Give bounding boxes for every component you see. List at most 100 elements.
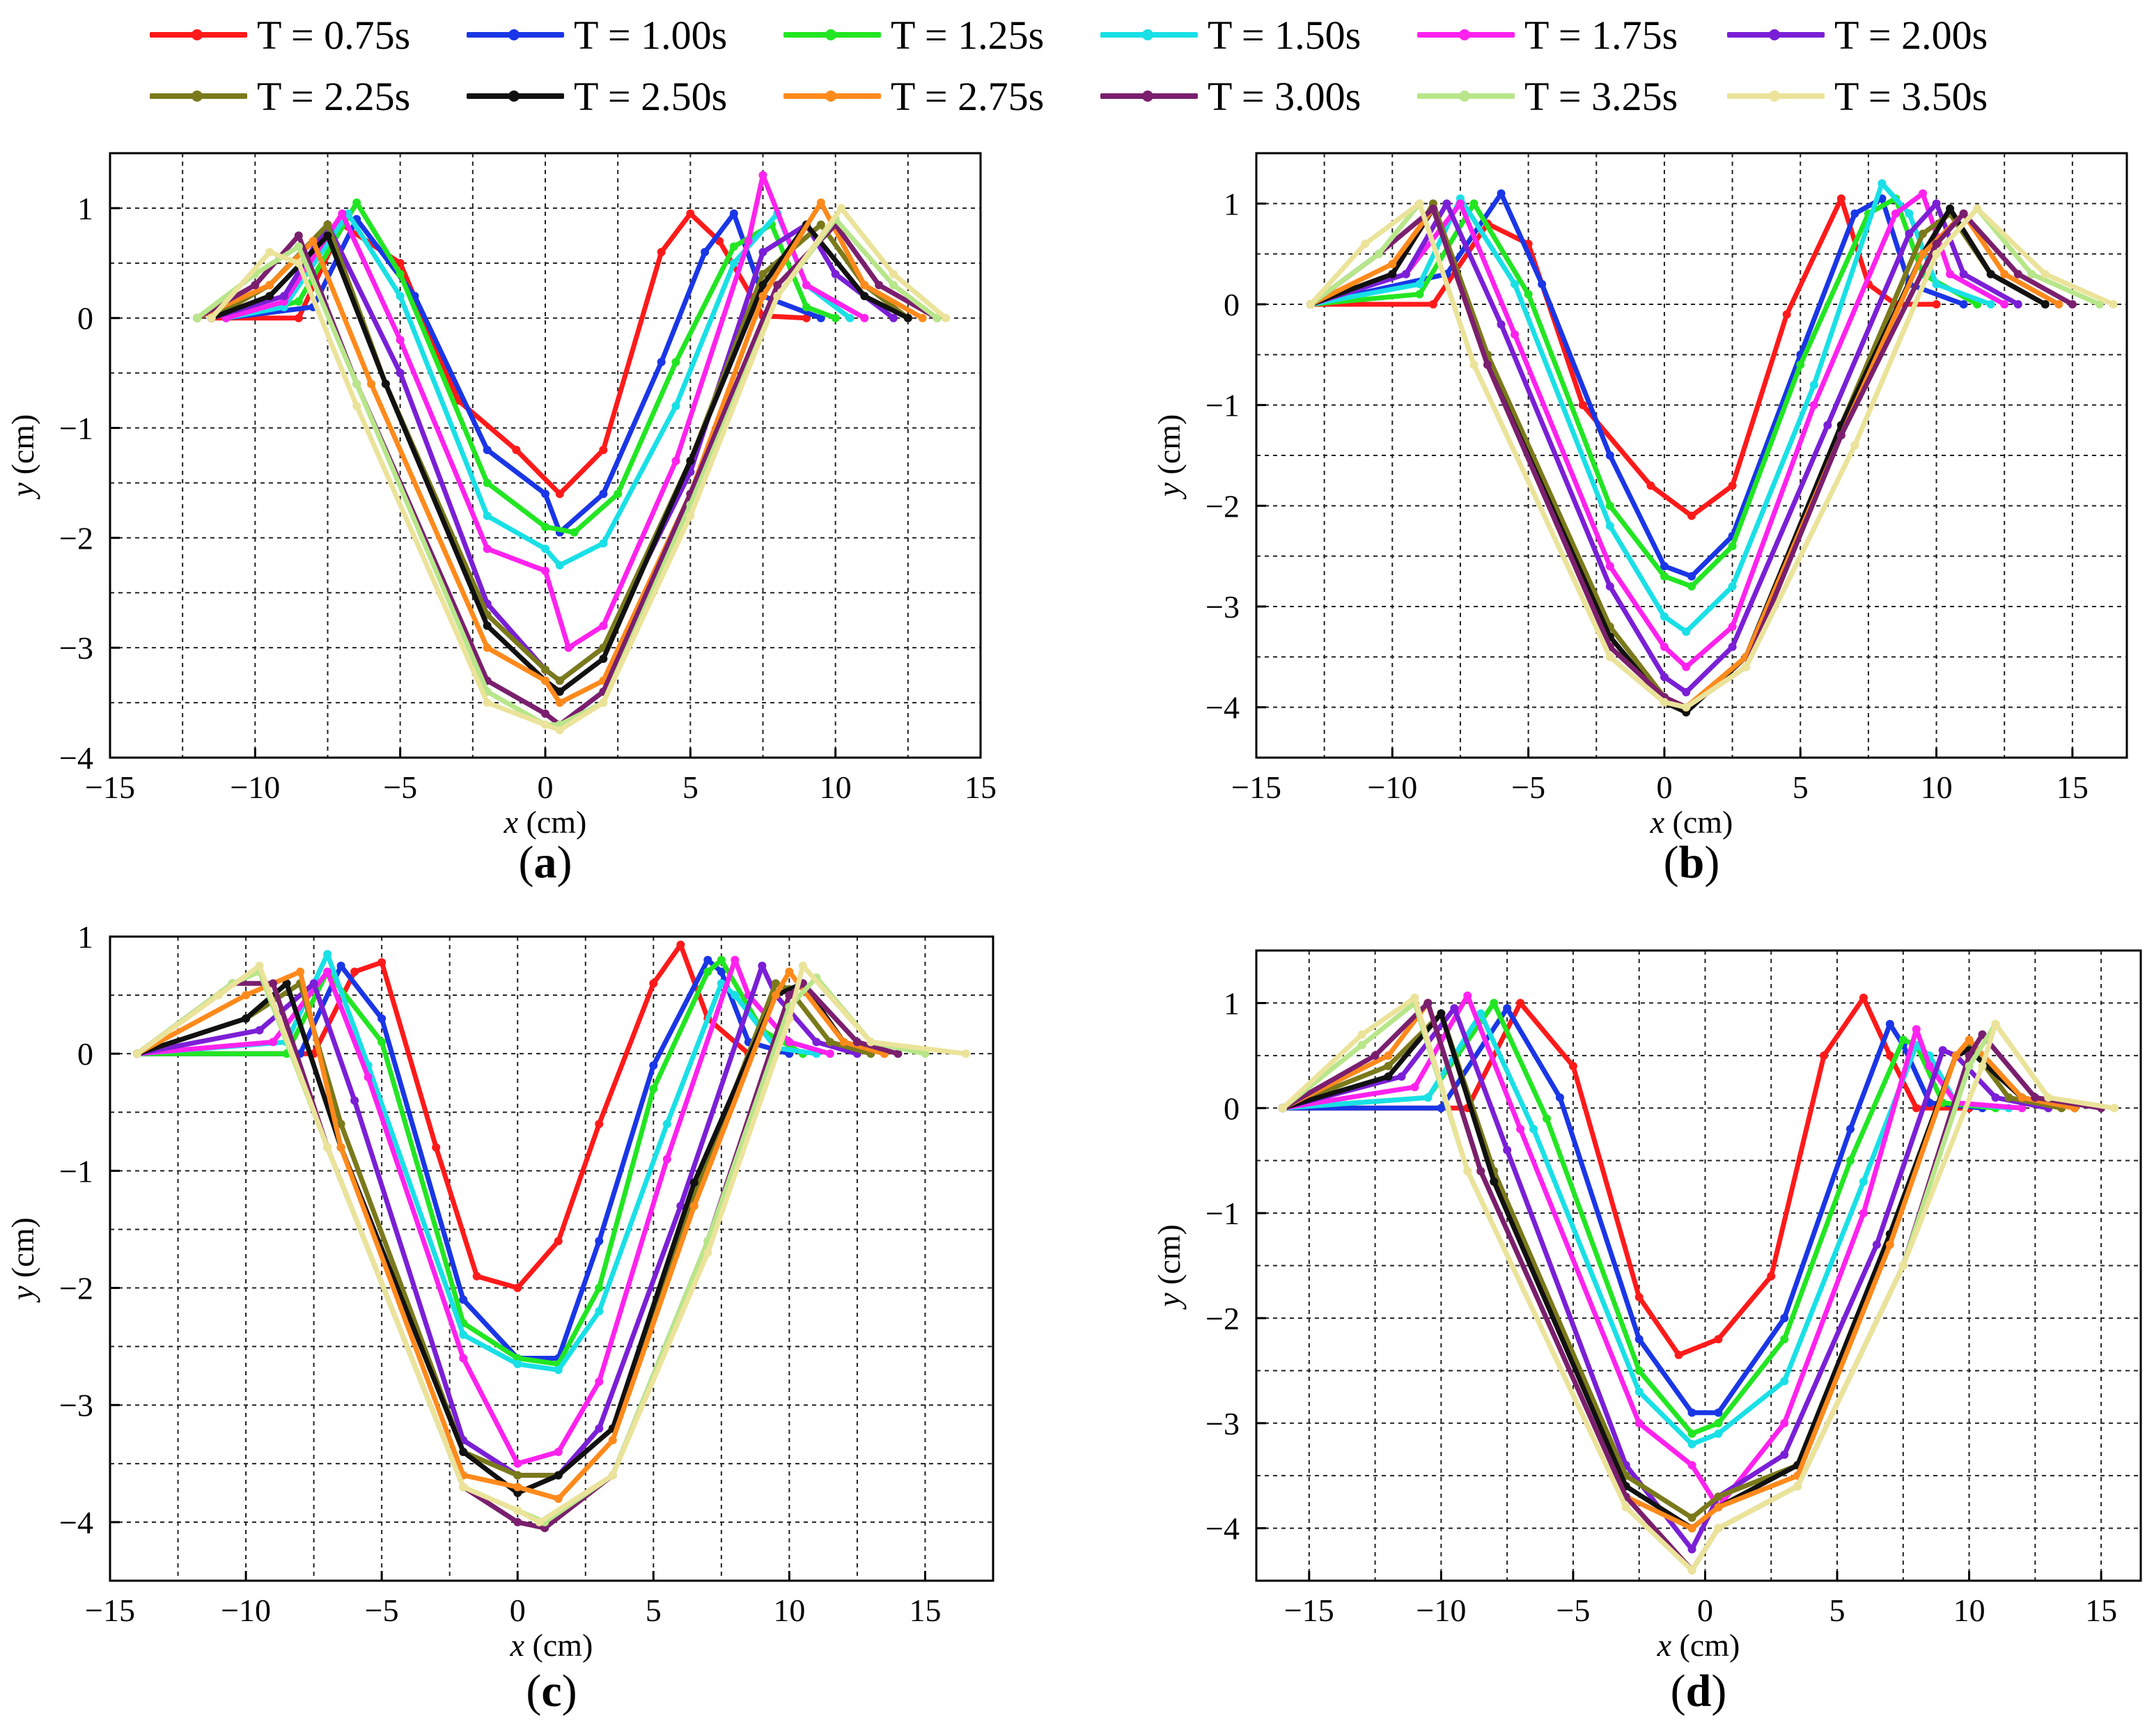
data-point [1714,1524,1723,1533]
data-point [1388,269,1397,279]
data-point [758,269,767,279]
data-point [1687,1545,1696,1554]
series-group [193,171,950,735]
data-point [1687,1565,1696,1574]
data-point [758,962,767,971]
data-point [2095,300,2104,308]
data-point [599,490,608,499]
data-point [893,1049,903,1058]
legend-swatch [467,29,564,40]
series-t-0-75s [133,940,753,1292]
y-tick-label: −3 [1205,1406,1240,1441]
data-point [1516,1125,1525,1134]
data-point [564,643,573,652]
data-point [396,269,405,279]
data-point [1780,1313,1789,1322]
y-tick-label: −1 [59,1153,93,1189]
data-point [1946,269,1955,279]
data-point [703,1249,712,1258]
data-point [1728,481,1737,490]
x-tick-label: 0 [538,769,554,805]
data-point [1437,1009,1446,1018]
data-point [377,1038,387,1047]
data-point [1401,269,1410,279]
x-tick-label: −10 [230,769,280,805]
data-point [595,1307,604,1316]
data-point [1714,1503,1723,1512]
data-point [812,1038,821,1047]
data-point [1660,562,1669,571]
data-point [296,967,305,976]
x-tick-label: 15 [965,769,997,805]
data-point [541,676,549,685]
data-point [758,292,767,301]
data-point [555,490,564,499]
data-point [459,1354,468,1363]
data-point [193,313,201,322]
x-tick-label: 5 [646,1593,662,1628]
data-point [1946,204,1955,213]
data-point [1728,622,1737,631]
data-point [1682,627,1691,636]
y-tick-label: −2 [59,1271,93,1306]
y-tick-label: 0 [1224,287,1240,322]
y-tick-label: 1 [1224,186,1240,221]
data-point [554,1471,563,1480]
data-point [662,1120,671,1129]
data-point [1524,290,1533,299]
data-point [686,456,695,465]
data-point [1634,1335,1644,1344]
data-point [816,198,825,208]
data-point [1836,194,1845,203]
data-point [265,281,274,290]
data-point [255,1026,264,1035]
data-point [1384,1051,1393,1060]
x-tick-label: 10 [820,769,852,805]
data-point [1845,1156,1855,1165]
x-tick-label: 0 [510,1593,526,1628]
data-point [1660,572,1669,581]
data-point [1919,229,1928,238]
series-t-2-75s [133,967,889,1503]
data-point [2110,1104,2119,1113]
data-point [649,1084,658,1093]
data-point [1578,400,1587,409]
series-t-3-50s [133,962,970,1526]
x-axis-label: x (cm) [510,1627,593,1663]
data-point [352,198,361,208]
data-point [608,1471,617,1480]
x-tick-label: 10 [1953,1593,1985,1628]
data-point [1516,999,1525,1008]
data-point [513,1488,522,1497]
data-point [1973,204,1982,213]
data-point [367,380,375,389]
data-point [1511,330,1520,339]
legend-label: T = 0.75s [257,12,411,58]
data-point [1905,229,1914,238]
data-point [802,302,811,311]
legend-swatch [1100,29,1198,40]
data-point [343,209,352,218]
data-point [703,967,712,976]
y-tick-label: −2 [1205,1301,1240,1336]
data-point [1410,1083,1419,1092]
data-point [845,313,854,322]
data-point [513,1359,522,1368]
data-point [717,955,726,964]
data-point [2013,269,2022,279]
series-t-3-25s [1278,999,2119,1574]
legend-label: T = 1.75s [1524,12,1678,58]
y-tick-label: 0 [77,301,93,336]
data-point [595,1377,604,1386]
data-point [758,281,767,290]
data-point [2031,1093,2040,1102]
x-axis-label: x (cm) [504,804,587,840]
data-point [2040,300,2050,308]
legend-label: T = 3.50s [1834,73,1988,119]
data-point [1437,1104,1446,1113]
data-point [1568,1061,1577,1070]
panel-label: (a) [519,837,572,888]
data-point [1891,209,1900,218]
legend-item: T = 2.50s [467,68,727,124]
x-tick-label: −5 [1556,1593,1590,1628]
